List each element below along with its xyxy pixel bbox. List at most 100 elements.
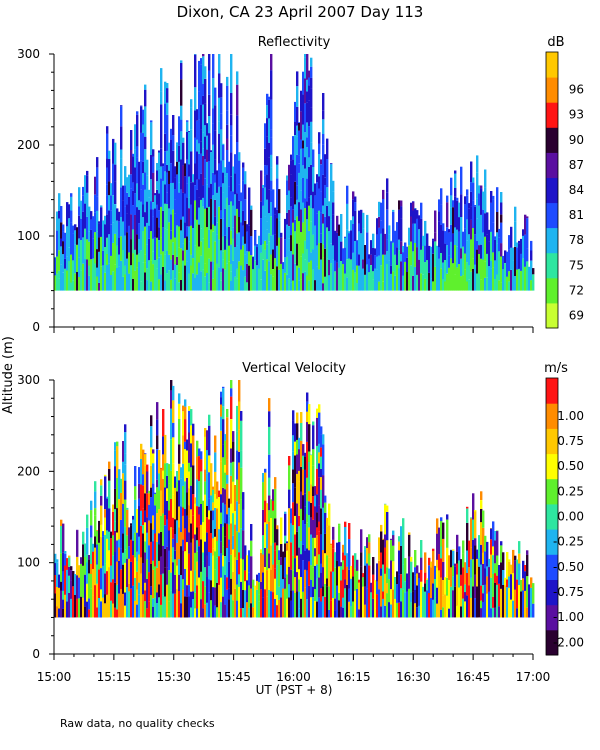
heatmap-cell	[444, 577, 447, 595]
heatmap-cell	[436, 559, 439, 568]
heatmap-cell	[426, 578, 429, 580]
heatmap-cell	[258, 572, 261, 583]
heatmap-cell	[210, 150, 213, 153]
heatmap-cell	[212, 270, 215, 279]
heatmap-cell	[304, 168, 307, 199]
heatmap-cell	[146, 244, 149, 269]
y-tick-label: 0	[32, 647, 40, 661]
heatmap-cell	[380, 202, 383, 221]
colorbar-border	[545, 51, 559, 329]
heatmap-cell	[224, 504, 227, 524]
heatmap-cell	[374, 608, 377, 618]
heatmap-cell	[352, 555, 355, 577]
heatmap-cell	[122, 461, 125, 474]
heatmap-cell	[322, 475, 325, 508]
heatmap-cell	[162, 545, 165, 574]
heatmap-cell	[204, 428, 207, 437]
heatmap-cell	[486, 253, 489, 278]
heatmap-cell	[338, 267, 341, 291]
heatmap-cell	[480, 214, 483, 245]
heatmap-cell	[366, 548, 369, 564]
heatmap-cell	[168, 170, 171, 184]
heatmap-cell	[194, 503, 197, 535]
heatmap-cell	[156, 189, 159, 205]
heatmap-cell	[86, 562, 89, 584]
heatmap-cell	[346, 277, 349, 291]
heatmap-cell	[226, 523, 229, 548]
heatmap-cell	[470, 547, 473, 560]
heatmap-cell	[356, 240, 359, 266]
heatmap-cell	[294, 263, 297, 291]
heatmap-cell	[390, 539, 393, 561]
heatmap-cell	[492, 243, 495, 253]
heatmap-cell	[508, 576, 511, 588]
heatmap-cell	[64, 594, 67, 618]
heatmap-cell	[74, 230, 77, 245]
heatmap-cell	[340, 580, 343, 607]
heatmap-cell	[156, 567, 159, 593]
heatmap-cell	[80, 557, 83, 564]
heatmap-cell	[84, 606, 87, 618]
heatmap-cell	[310, 260, 313, 291]
heatmap-cell	[274, 578, 277, 599]
heatmap-cell	[236, 501, 239, 532]
heatmap-cell	[176, 142, 179, 145]
heatmap-cell	[220, 430, 223, 462]
heatmap-cell	[196, 561, 199, 586]
heatmap-cell	[484, 551, 487, 569]
heatmap-cell	[272, 543, 275, 565]
heatmap-cell	[268, 531, 271, 554]
heatmap-cell	[106, 133, 109, 159]
heatmap-cell	[306, 122, 309, 138]
heatmap-cell	[58, 250, 61, 271]
heatmap-cell	[230, 93, 233, 115]
heatmap-cell	[530, 260, 533, 281]
heatmap-cell	[150, 120, 153, 123]
heatmap-cell	[114, 552, 117, 583]
heatmap-cell	[398, 200, 401, 210]
heatmap-cell	[446, 514, 449, 520]
heatmap-cell	[114, 164, 117, 182]
heatmap-cell	[322, 223, 325, 245]
heatmap-cell	[326, 586, 329, 618]
heatmap-cell	[408, 534, 411, 557]
heatmap-cell	[296, 423, 299, 440]
heatmap-cell	[492, 521, 495, 547]
heatmap-cell	[208, 248, 211, 259]
heatmap-cell	[318, 243, 321, 270]
heatmap-cell	[260, 581, 263, 590]
heatmap-cell	[100, 568, 103, 590]
heatmap-cell	[310, 454, 313, 456]
heatmap-cell	[140, 105, 143, 107]
heatmap-cell	[186, 450, 189, 478]
heatmap-cell	[514, 206, 517, 222]
heatmap-cell	[322, 144, 325, 175]
heatmap-cell	[176, 520, 179, 543]
colorbar-swatch	[546, 604, 558, 631]
heatmap-cell	[276, 178, 279, 210]
heatmap-cell	[490, 261, 493, 269]
heatmap-cell	[456, 267, 459, 291]
heatmap-cell	[268, 233, 271, 242]
heatmap-cell	[310, 484, 313, 503]
heatmap-cell	[152, 541, 155, 561]
heatmap-cell	[280, 232, 283, 238]
heatmap-cell	[198, 481, 201, 507]
colorbar-label: 72	[569, 283, 584, 297]
heatmap-cell	[136, 561, 139, 572]
heatmap-cell	[156, 170, 159, 182]
heatmap-cell	[198, 179, 201, 198]
heatmap-cell	[130, 130, 133, 150]
heatmap-cell	[82, 195, 85, 212]
heatmap-cell	[182, 550, 185, 580]
heatmap-cell	[480, 185, 483, 189]
heatmap-cell	[198, 526, 201, 547]
heatmap-cell	[152, 453, 155, 464]
heatmap-cell	[78, 238, 81, 258]
heatmap-cell	[496, 187, 499, 212]
heatmap-cell	[308, 197, 311, 206]
heatmap-cell	[232, 238, 235, 261]
heatmap-cell	[56, 211, 59, 231]
heatmap-cell	[266, 503, 269, 524]
heatmap-cell	[314, 486, 317, 496]
